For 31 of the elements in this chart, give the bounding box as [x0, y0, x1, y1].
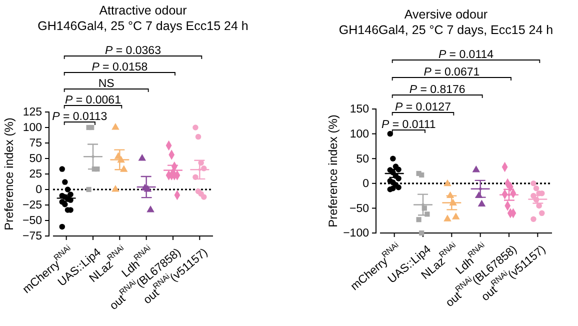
text: NS [98, 78, 115, 90]
y-tick-label: −100 [343, 228, 369, 240]
text: P = 0.0158 [92, 62, 148, 74]
annotation: P = 0.0113 [52, 111, 108, 123]
y-tick-label: 125 [22, 106, 42, 119]
y-tick-label: 0 [362, 178, 369, 190]
y-tick-label: 0 [36, 184, 42, 196]
y-tick-label: 25 [29, 168, 42, 181]
y-tick-label: 50 [356, 153, 369, 166]
y-tick-label: −25 [22, 200, 42, 212]
text: P = 0.0363 [105, 45, 161, 57]
y-tick-label: 100 [22, 122, 42, 134]
text: P = 0.0061 [65, 94, 121, 106]
chart-title: Attractive odour [99, 3, 187, 18]
y-tick-label: 150 [350, 104, 369, 116]
chart-title: Aversive odour [404, 7, 488, 22]
y-axis-title: Preference index (%) [326, 114, 340, 228]
chart-subtitle: GH146Gal4, 25 °C 7 days, Ecc15 24 h [338, 23, 554, 38]
annotation: P = 0.0111 [382, 119, 436, 131]
y-tick-label: −50 [349, 202, 369, 215]
y-tick-label: 75 [29, 138, 42, 150]
text: P = 0.8176 [409, 84, 466, 96]
y-tick-label: −50 [22, 215, 42, 228]
annotation: P = 0.0127 [395, 102, 451, 114]
text: P = 0.0114 [438, 49, 494, 61]
y-tick-label: −75 [22, 230, 42, 243]
y-tick-label: 100 [350, 128, 369, 140]
y-axis-title: Preference index (%) [2, 118, 16, 230]
text: P = 0.0671 [424, 66, 480, 78]
chart-subtitle: GH146Gal4, 25 °C 7 days Ecc15 24 h [38, 19, 248, 34]
y-tick-label: 50 [29, 153, 42, 166]
